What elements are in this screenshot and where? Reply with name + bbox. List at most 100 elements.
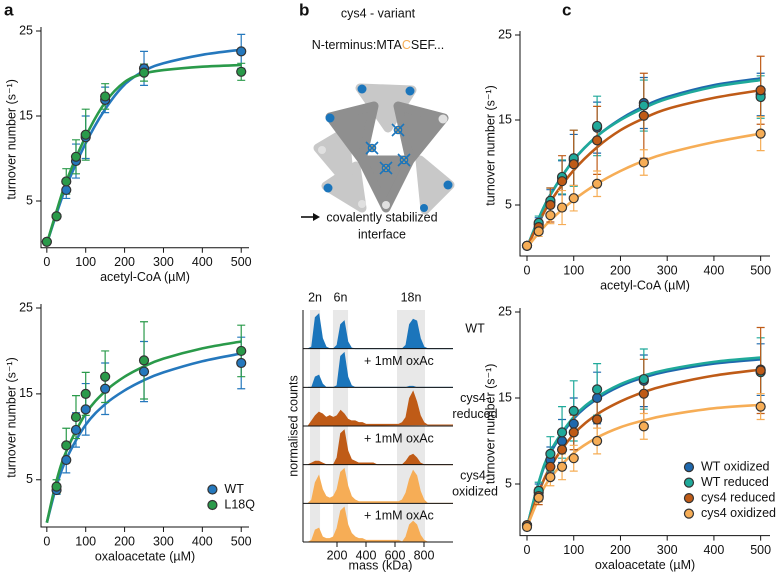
data-point — [638, 421, 649, 432]
x-tick-label: 100 — [563, 263, 584, 277]
axis-line — [519, 308, 770, 537]
data-point — [755, 128, 766, 139]
x-tick-label: 400 — [703, 543, 724, 557]
legend-label: WT reduced — [701, 475, 769, 489]
band-label: 18n — [401, 290, 422, 304]
y-tick-label: 15 — [19, 386, 33, 400]
trace-label: + 1mM oxAc — [364, 509, 434, 523]
band-label: 6n — [334, 290, 348, 304]
data-point — [592, 414, 603, 425]
legend-marker — [207, 499, 218, 511]
data-point — [51, 481, 62, 492]
legend-marker — [683, 508, 695, 519]
trace-label: + 1mM oxAc — [364, 354, 434, 368]
data-point — [100, 383, 111, 394]
data-point — [80, 129, 91, 140]
x-tick-label: 200 — [610, 543, 631, 557]
axis-line — [519, 31, 770, 257]
x-tick-label: 400 — [192, 534, 213, 548]
x-tick-label: 400 — [356, 548, 377, 562]
sequence-suffix: SEF... — [411, 38, 444, 52]
legend-label: L18Q — [224, 497, 255, 511]
y-tick-label: 25 — [19, 23, 33, 37]
x-tick-label: 400 — [703, 263, 724, 277]
x-axis-label: acetyl-CoA (µM) — [600, 278, 690, 292]
legend-label: WT oxidized — [701, 459, 770, 473]
y-tick-label: 5 — [505, 197, 512, 211]
x-tick-label: 0 — [524, 263, 531, 277]
y-axis-label: turnover number (s⁻¹) — [4, 357, 18, 478]
caption: interface — [358, 227, 406, 241]
data-point — [545, 199, 556, 211]
data-point — [568, 405, 579, 416]
data-point — [521, 240, 533, 251]
sequence-highlight: C — [402, 38, 411, 52]
x-tick-label: 300 — [153, 255, 174, 269]
y-axis-label: turnover number (s⁻¹) — [4, 79, 18, 200]
data-point — [61, 176, 72, 187]
legend-label: cys4 oxidized — [701, 506, 776, 520]
data-point — [568, 453, 579, 464]
data-point — [545, 461, 556, 472]
axis-line — [40, 27, 249, 249]
spectrum-trace — [307, 467, 453, 504]
data-point — [592, 435, 603, 447]
y-axis-label: turnover number (s⁻¹) — [483, 85, 497, 206]
trace-label: WT — [465, 322, 485, 336]
data-point — [138, 366, 150, 377]
legend-marker — [683, 493, 695, 504]
x-tick-label: 500 — [231, 255, 252, 269]
data-point — [70, 151, 82, 162]
data-point — [755, 365, 766, 376]
data-point — [755, 401, 766, 412]
fit-line — [525, 403, 761, 528]
data-point — [568, 418, 579, 429]
data-point — [638, 100, 649, 111]
data-point — [545, 210, 556, 221]
x-tick-label: 200 — [610, 263, 631, 277]
x-tick-label: 300 — [657, 263, 678, 277]
legend-marker — [207, 484, 218, 495]
x-axis-label: mass (kDa) — [349, 558, 413, 572]
x-tick-label: 400 — [192, 255, 213, 269]
data-point — [236, 66, 247, 77]
y-tick-label: 15 — [498, 112, 512, 126]
panel-label: a — [4, 0, 14, 19]
x-tick-label: 300 — [657, 543, 678, 557]
sequence: N-terminus:MTACSEF... — [312, 38, 444, 52]
x-tick-label: 0 — [524, 543, 531, 557]
data-point — [556, 176, 568, 187]
y-tick-label: 15 — [498, 390, 512, 404]
panel-label: c — [562, 0, 571, 19]
x-tick-label: 800 — [414, 548, 435, 562]
data-point — [556, 427, 568, 438]
x-tick-label: 300 — [153, 534, 174, 548]
fit-line — [525, 356, 761, 528]
trace-label: cys4- — [460, 391, 490, 405]
data-point — [61, 184, 72, 196]
x-axis-label: oxaloacetate (µM) — [595, 558, 695, 572]
data-point — [638, 388, 649, 399]
arrow — [301, 213, 320, 221]
y-axis-label: turnover number (s⁻¹) — [483, 364, 497, 485]
data-point — [70, 424, 82, 436]
data-point — [556, 444, 568, 455]
x-tick-label: 100 — [75, 534, 96, 548]
data-point — [521, 521, 533, 533]
data-point — [236, 357, 247, 369]
fit-line — [525, 132, 761, 249]
legend-marker — [683, 462, 695, 473]
x-tick-label: 500 — [750, 543, 771, 557]
data-point — [61, 440, 72, 451]
x-tick-label: 200 — [114, 255, 135, 269]
y-axis-label: normalised counts — [286, 375, 300, 476]
data-point — [533, 492, 544, 503]
x-tick-label: 500 — [231, 534, 252, 548]
sequence-prefix: N-terminus:MTA — [312, 38, 403, 52]
legend-label: WT — [224, 482, 244, 496]
y-tick-label: 15 — [19, 108, 33, 122]
data-point — [41, 236, 52, 247]
y-tick-label: 25 — [19, 300, 33, 314]
data-point — [138, 355, 150, 366]
trace-label: reduced — [452, 407, 497, 421]
